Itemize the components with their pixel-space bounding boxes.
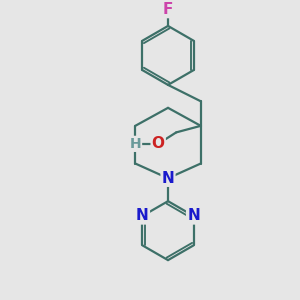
Text: F: F: [163, 2, 173, 17]
Text: N: N: [162, 171, 174, 186]
Text: N: N: [187, 208, 200, 224]
Text: H: H: [129, 137, 141, 151]
Text: O: O: [152, 136, 165, 152]
Text: N: N: [136, 208, 149, 224]
